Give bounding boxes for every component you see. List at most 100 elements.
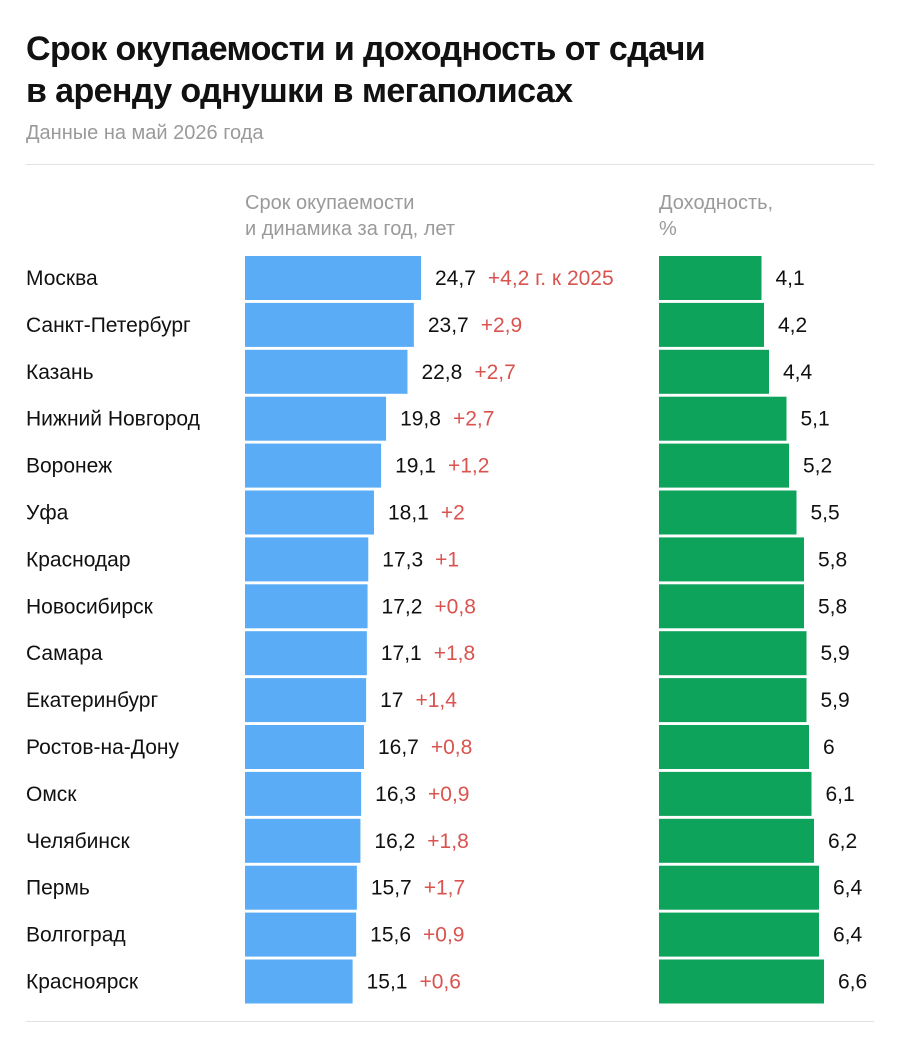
payback-value-label: 17,2 (382, 595, 423, 618)
yield-value-label: 5,1 (801, 408, 830, 431)
payback-value-label: 17,3 (382, 548, 423, 571)
yield-bar (659, 349, 769, 394)
chart-title: Срок окупаемости и доходность от сдачи в… (26, 28, 876, 112)
city-label: Воронеж (26, 455, 112, 478)
payback-value-label: 23,7 (428, 314, 469, 337)
city-label: Красноярск (26, 971, 139, 994)
city-label: Санкт-Петербург (26, 314, 191, 337)
payback-value-label: 17,1 (381, 642, 422, 665)
payback-value-label: 19,1 (395, 455, 436, 478)
city-label: Самара (26, 642, 103, 665)
yield-bar (659, 631, 807, 676)
yield-bar (659, 302, 764, 347)
yield-value-label: 4,2 (778, 314, 807, 337)
payback-change-label: +2,7 (453, 408, 494, 431)
yield-value-label: 4,4 (783, 361, 813, 384)
city-label: Пермь (26, 877, 90, 900)
yield-bar (659, 725, 809, 769)
payback-value-label: 19,8 (400, 408, 441, 431)
yield-bar (659, 537, 804, 582)
yield-bar (659, 818, 814, 863)
yield-header-line-2: % (659, 218, 677, 240)
payback-change-label: +2,7 (474, 361, 515, 384)
yield-header-line-1: Доходность, (659, 192, 774, 214)
city-label: Казань (26, 361, 94, 384)
yield-value-label: 4,1 (776, 267, 805, 290)
chart-title-line-2: в аренду однушки в мегаполисах (26, 72, 573, 110)
payback-value-label: 16,7 (378, 736, 419, 759)
payback-change-label: +1 (435, 548, 459, 571)
payback-change-label: +0,9 (423, 924, 464, 947)
payback-bar (245, 443, 382, 488)
city-label: Ростов-на-Дону (26, 736, 179, 759)
payback-bar (245, 959, 353, 1004)
city-label: Нижний Новгород (26, 408, 200, 431)
yield-bar (659, 912, 819, 957)
payback-bar (245, 256, 421, 300)
payback-value-label: 18,1 (388, 502, 429, 525)
yield-bar (659, 256, 762, 300)
payback-value-label: 24,7 (435, 267, 476, 290)
payback-change-label: +1,8 (434, 642, 475, 665)
payback-column-header: Срок окупаемости и динамика за год, лет (245, 190, 455, 242)
city-label: Екатеринбург (26, 689, 158, 712)
payback-bar (245, 818, 361, 863)
payback-change-label: +0,8 (434, 595, 475, 618)
yield-bar (659, 678, 807, 723)
yield-value-label: 5,9 (821, 642, 850, 665)
yield-bar (659, 771, 812, 816)
yield-bar (659, 865, 819, 910)
payback-header-line-1: Срок окупаемости (245, 192, 415, 214)
city-label: Новосибирск (26, 595, 154, 618)
payback-bar (245, 302, 414, 347)
city-label: Краснодар (26, 548, 131, 571)
payback-bar (245, 537, 369, 582)
yield-value-label: 5,9 (821, 689, 850, 712)
payback-change-label: +2,9 (481, 314, 522, 337)
payback-value-label: 15,6 (370, 924, 411, 947)
yield-value-label: 6,4 (833, 924, 863, 947)
payback-change-label: +2 (441, 502, 465, 525)
yield-bar (659, 959, 824, 1004)
payback-change-label: +1,8 (427, 830, 468, 853)
yield-value-label: 5,2 (803, 455, 832, 478)
payback-bar (245, 349, 408, 394)
chart-subtitle: Данные на май 2026 года (26, 122, 264, 144)
chart-title-line-1: Срок окупаемости и доходность от сдачи (26, 30, 706, 68)
yield-bar (659, 490, 797, 535)
bottom-divider (26, 1021, 874, 1022)
payback-change-label: +4,2 г. к 2025 (488, 267, 614, 290)
payback-bar (245, 396, 387, 441)
payback-bar (245, 725, 364, 769)
payback-change-label: +1,7 (424, 877, 465, 900)
payback-value-label: 22,8 (421, 361, 462, 384)
payback-change-label: +0,6 (419, 971, 460, 994)
payback-change-label: +1,4 (415, 689, 457, 712)
payback-value-label: 16,2 (374, 830, 415, 853)
yield-value-label: 5,8 (818, 595, 847, 618)
yield-value-label: 6,6 (838, 971, 867, 994)
yield-value-label: 6,1 (826, 783, 855, 806)
yield-column-header: Доходность, % (659, 190, 773, 242)
payback-value-label: 15,7 (371, 877, 412, 900)
payback-change-label: +0,9 (428, 783, 469, 806)
city-label: Омск (26, 783, 77, 806)
payback-value-label: 17 (380, 689, 403, 712)
payback-change-label: +0,8 (431, 736, 472, 759)
yield-bar (659, 584, 804, 629)
payback-bar (245, 771, 362, 816)
top-divider (26, 164, 874, 165)
payback-change-label: +1,2 (448, 455, 489, 478)
payback-header-line-2: и динамика за год, лет (245, 218, 455, 240)
payback-bar (245, 678, 367, 723)
yield-bar (659, 396, 787, 441)
payback-bar (245, 865, 357, 910)
city-label: Волгоград (26, 924, 126, 947)
yield-value-label: 5,8 (818, 548, 847, 571)
payback-value-label: 16,3 (375, 783, 416, 806)
city-label: Челябинск (26, 830, 130, 853)
yield-value-label: 5,5 (811, 502, 840, 525)
yield-value-label: 6,4 (833, 877, 863, 900)
yield-value-label: 6 (823, 736, 835, 759)
